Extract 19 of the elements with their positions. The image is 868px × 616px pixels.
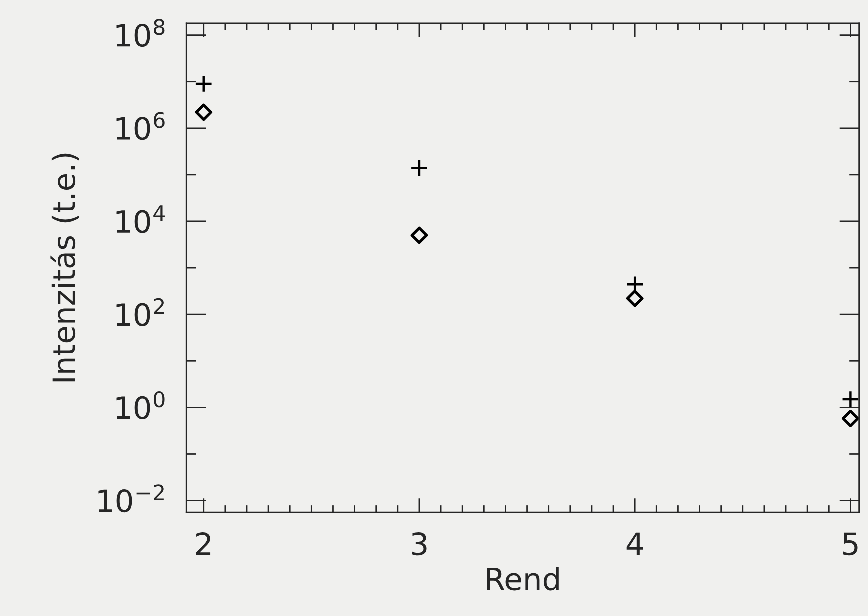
- x-tick-label: 2: [196, 532, 211, 556]
- point: [842, 390, 860, 409]
- x-axis-title: Rend: [487, 567, 559, 591]
- y-tick-label: 10$^{2}$: [116, 298, 164, 326]
- point: [410, 159, 429, 178]
- point: [410, 226, 428, 244]
- point: [626, 290, 644, 308]
- x-tick-label: 4: [626, 532, 644, 556]
- y-tick-label: 10$^{−2}$: [98, 484, 164, 513]
- point: [195, 104, 213, 122]
- y-tick-label: 10$^{4}$: [116, 206, 165, 234]
- point: [194, 74, 213, 93]
- point: [842, 410, 860, 428]
- y-tick-label: 10$^{6}$: [116, 112, 165, 140]
- x-tick-label: 3: [412, 532, 427, 556]
- y-tick-label: 10$^{8}$: [116, 19, 165, 48]
- y-tick-label: 10$^{0}$: [116, 391, 165, 420]
- y-axis-title: Intenzitás (t.e.): [50, 154, 80, 382]
- x-tick-label: 5: [843, 532, 858, 556]
